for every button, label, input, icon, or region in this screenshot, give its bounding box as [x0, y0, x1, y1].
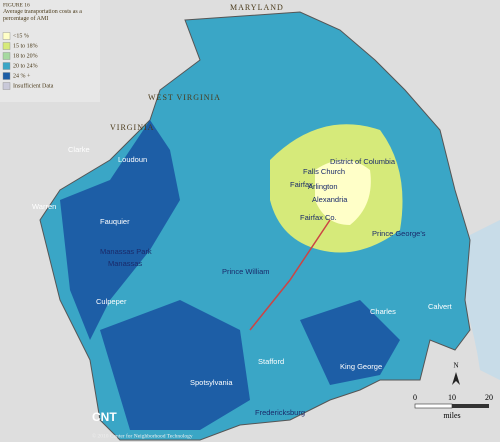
- place-label: Loudoun: [118, 155, 147, 164]
- legend-swatch: [2, 42, 11, 50]
- place-label: Fredericksburg: [255, 408, 305, 417]
- legend-label: Insufficient Data: [13, 82, 54, 89]
- place-label: Manassas Park: [100, 247, 152, 256]
- legend-swatch: [2, 82, 11, 90]
- credit: © 2010 Center for Neighborhood Technolog…: [92, 432, 193, 439]
- place-label: Prince George's: [372, 229, 426, 238]
- place-label: Stafford: [258, 357, 284, 366]
- place-label: Alexandria: [312, 195, 348, 204]
- legend-title: Average transportation costs as a percen…: [3, 9, 82, 22]
- scale-tick: 10: [448, 393, 456, 402]
- legend-swatch: [2, 52, 11, 60]
- legend-swatch: [2, 62, 11, 70]
- place-label: Prince William: [222, 267, 270, 276]
- state-label: WEST VIRGINIA: [148, 93, 221, 102]
- legend-label: 15 to 18%: [13, 43, 38, 49]
- place-label: Warren: [32, 202, 56, 211]
- logo: CNT: [92, 410, 117, 424]
- place-label: Clarke: [68, 145, 90, 154]
- dark-zone-west: [60, 120, 180, 340]
- place-label: King George: [340, 362, 382, 371]
- inner-core: [315, 160, 371, 225]
- legend-swatch: [2, 32, 11, 40]
- scale-bar: [414, 403, 489, 409]
- place-label: Culpeper: [96, 297, 127, 306]
- place-label: Fauquier: [100, 217, 130, 226]
- dark-zone-south: [100, 300, 250, 430]
- place-label: Fairfax: [290, 180, 313, 189]
- place-label: Charles: [370, 307, 396, 316]
- place-label: Manassas: [108, 259, 142, 268]
- legend-label: <15 %: [13, 33, 29, 39]
- place-label: Fairfax Co.: [300, 213, 337, 222]
- state-label: MARYLAND: [230, 3, 284, 12]
- north-arrow: [452, 372, 460, 385]
- scale-tick: 0: [413, 393, 417, 402]
- north-label: N: [453, 362, 458, 370]
- place-label: Calvert: [428, 302, 453, 311]
- scale-tick: 20: [485, 393, 493, 402]
- highway: [249, 219, 331, 331]
- legend-box: [0, 0, 100, 102]
- place-label: Arlington: [308, 182, 338, 191]
- scale-unit: miles: [443, 411, 460, 420]
- place-label: Spotsylvania: [190, 378, 233, 387]
- place-label: Falls Church: [303, 167, 345, 176]
- legend-label: 18 to 20%: [13, 53, 38, 59]
- place-label: District of Columbia: [330, 157, 396, 166]
- legend-swatch: [2, 72, 11, 80]
- legend-label: 24 % +: [13, 73, 31, 79]
- figure-label: FIGURE 16: [3, 2, 30, 8]
- dark-zone-east: [300, 300, 400, 385]
- state-label: VIRGINIA: [110, 123, 154, 132]
- legend-label: 20 to 24%: [13, 63, 38, 69]
